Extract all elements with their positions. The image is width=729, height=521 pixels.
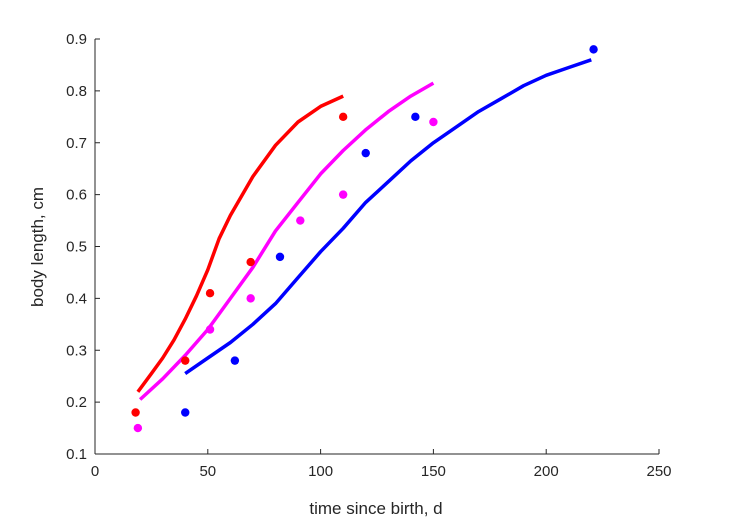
data-point-2 <box>296 216 305 225</box>
data-point-3 <box>230 356 240 365</box>
data-point-2 <box>246 294 255 303</box>
data-point-3 <box>589 45 598 54</box>
data-point-1 <box>205 288 215 298</box>
y-tick-label: 0.3 <box>66 342 87 359</box>
y-tick-label: 0.7 <box>66 135 87 152</box>
data-point-1 <box>131 408 140 417</box>
x-tick-label: 50 <box>199 463 216 480</box>
x-tick-label: 0 <box>91 463 99 480</box>
data-point-1 <box>181 356 190 365</box>
data-point-2 <box>133 423 143 433</box>
data-point-3 <box>361 148 370 158</box>
axes: 0 50 100 150 200 250 0.1 0.2 0.3 0.4 0.5 0.6 0.7 0.8 0… <box>66 31 671 480</box>
data-point-1 <box>246 257 255 267</box>
y-tick-label: 0.6 <box>66 187 87 204</box>
x-tick-label: 150 <box>421 463 446 480</box>
fit-curve-1 <box>136 94 344 393</box>
data-point-2 <box>338 190 348 199</box>
data-point-3 <box>181 408 190 417</box>
x-axis-label: time since birth, d <box>309 499 442 518</box>
y-tick-label: 0.1 <box>66 446 87 463</box>
x-tick-label: 250 <box>646 463 671 480</box>
data-point-2 <box>429 117 438 127</box>
x-tick-label: 100 <box>308 463 333 480</box>
fit-curve-3 <box>184 58 592 376</box>
data-point-1 <box>338 112 348 122</box>
y-tick-label: 0.5 <box>66 239 87 256</box>
data-point-3 <box>275 252 285 262</box>
y-tick-label: 0.4 <box>66 290 87 307</box>
x-tick-label: 200 <box>534 463 559 480</box>
y-tick-label: 0.8 <box>66 83 87 100</box>
y-tick-label: 0.9 <box>66 31 87 48</box>
data-point-2 <box>205 325 215 334</box>
y-tick-label: 0.2 <box>66 394 87 411</box>
fit-curves <box>136 58 592 401</box>
data-points <box>131 45 598 433</box>
fit-curve-2 <box>138 81 435 401</box>
y-axis-label: body length, cm <box>28 187 47 307</box>
data-point-3 <box>411 112 420 122</box>
